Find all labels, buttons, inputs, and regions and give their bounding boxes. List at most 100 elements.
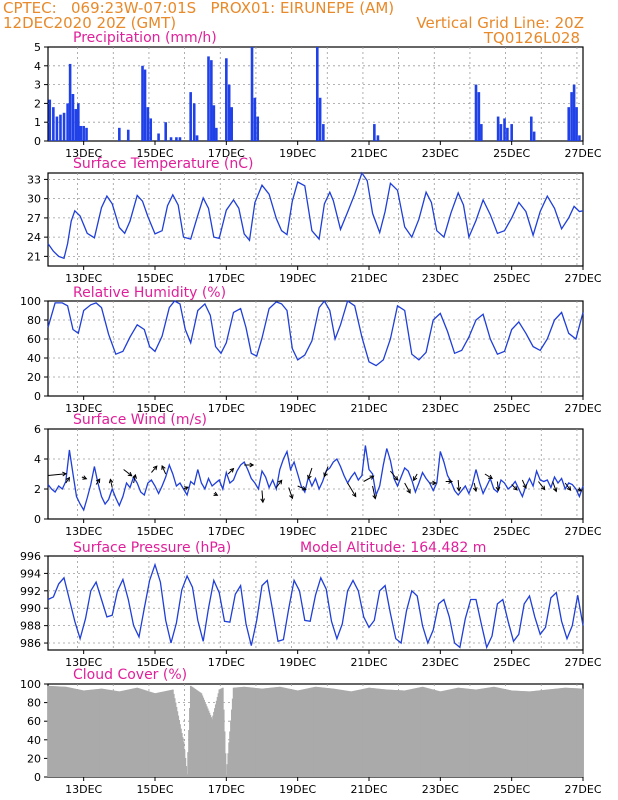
wind-arrow-head [351, 492, 357, 498]
model-id: TQ0126L028 [483, 29, 580, 47]
cloud-cover-bar [520, 691, 523, 777]
cloud-cover-bar [568, 687, 571, 777]
x-tick-label: 27DEC [564, 402, 601, 415]
cloud-cover-bar [120, 691, 123, 777]
cloud-cover-bar [527, 691, 529, 777]
precip-bar [126, 129, 130, 141]
cloud-cover-bar [159, 692, 162, 777]
wind-arrow-head [522, 484, 527, 490]
cloud-cover-bar [512, 690, 515, 777]
cloud-cover-bar [404, 690, 407, 777]
cloud-cover-bar [403, 690, 405, 777]
cloud-cover-bar [89, 689, 91, 777]
cloud-cover-bar [175, 706, 178, 777]
cloud-cover-bar [196, 690, 198, 777]
cloud-cover-bar [264, 688, 267, 777]
cloud-cover-bar [334, 688, 337, 777]
cloud-cover-bar [452, 688, 454, 777]
x-tick-label: 13DEC [65, 656, 102, 669]
cloud-cover-bar [200, 693, 203, 777]
panel-title: Precipitation (mm/h) [73, 30, 217, 46]
cloud-cover-bar [524, 691, 526, 777]
cloud-cover-bar [578, 688, 581, 777]
cloud-cover-bar [503, 689, 506, 777]
cloud-cover-bar [490, 687, 493, 777]
cloud-cover-bar [369, 687, 371, 777]
cloud-cover-bar [405, 690, 408, 777]
cloud-cover-bar [133, 688, 136, 777]
wind-arrow-head [289, 494, 294, 500]
cloud-cover-bar [428, 688, 431, 777]
cloud-cover-bar [83, 690, 86, 777]
cloud-cover-bar [481, 688, 484, 777]
wind-arrow [511, 484, 518, 491]
cloud-cover-bar [552, 688, 555, 777]
cloud-cover-bar [266, 688, 269, 777]
cloud-cover-bar [257, 688, 260, 777]
cloud-cover-bar [66, 686, 68, 777]
cloud-cover-bar [411, 688, 414, 777]
cloud-cover-bar [346, 690, 349, 777]
cloud-cover-bar [357, 689, 360, 777]
cloud-cover-bar [564, 687, 567, 777]
cloud-cover-bar [360, 689, 362, 777]
cloud-cover-bar [296, 690, 298, 777]
cloud-cover-bar [368, 687, 370, 777]
cloud-cover-bar [178, 719, 180, 777]
cloud-cover-bar [273, 687, 276, 777]
cloud-cover-bar [502, 688, 504, 777]
cloud-cover-bar [517, 690, 519, 777]
y-tick-label: 80 [27, 697, 41, 710]
cloud-cover-bar [177, 715, 180, 777]
cloud-cover-bar [518, 690, 520, 777]
cloud-cover-bar [211, 719, 213, 777]
cloud-cover-bar [295, 690, 297, 777]
cloud-cover-bar [291, 689, 294, 777]
x-tick-label: 27DEC [564, 272, 601, 285]
cloud-cover-bar [250, 687, 253, 777]
cloud-cover-bar [436, 690, 438, 777]
y-tick-label: 60 [27, 715, 41, 728]
cloud-cover-bar [74, 688, 76, 777]
wind-arrow-head [413, 476, 418, 482]
cloud-cover-bar [293, 689, 295, 777]
cloud-cover-bar [504, 689, 507, 777]
cloud-cover-bar [230, 709, 233, 777]
cloud-cover-bar [562, 687, 565, 777]
precip-bar [175, 137, 178, 141]
cloud-cover-bar [115, 691, 118, 777]
wind-arrow [496, 481, 499, 491]
cloud-cover-bar [569, 687, 572, 777]
precip-bar [164, 122, 167, 141]
cloud-cover-bar [540, 690, 542, 777]
cloud-cover-bar [574, 688, 576, 777]
x-tick-label: 15DEC [136, 272, 173, 285]
cloud-cover-bar [378, 688, 380, 777]
cloud-cover-bar [113, 690, 115, 777]
x-tick-label: 15DEC [136, 147, 173, 160]
cloud-cover-bar [438, 691, 441, 777]
cloud-cover-bar [245, 686, 247, 777]
cloud-cover-bar [342, 690, 345, 777]
cloud-cover-bar [123, 690, 126, 777]
cloud-cover-bar [572, 688, 575, 777]
precip-bar [578, 135, 581, 141]
cloud-cover-bar [149, 691, 152, 777]
cloud-cover-bar [216, 697, 219, 777]
cloud-cover-bar [231, 698, 234, 777]
wind-arrow-head [495, 486, 501, 492]
cloud-cover-bar [272, 687, 275, 777]
cloud-cover-bar [449, 689, 452, 777]
cloud-cover-bar [279, 686, 281, 777]
cloud-cover-bar [484, 688, 486, 777]
y-tick-label: 996 [20, 550, 41, 563]
cloud-cover-bar [71, 688, 73, 777]
y-tick-label: 20 [27, 752, 41, 765]
cloud-cover-bar [294, 689, 296, 777]
y-tick-label: 1 [34, 116, 41, 129]
cloud-cover-bar [506, 689, 509, 777]
cloud-cover-bar [158, 692, 161, 777]
cloud-cover-bar [454, 688, 457, 777]
cloud-cover-bar [409, 689, 411, 777]
cloud-cover-bar [152, 692, 155, 777]
